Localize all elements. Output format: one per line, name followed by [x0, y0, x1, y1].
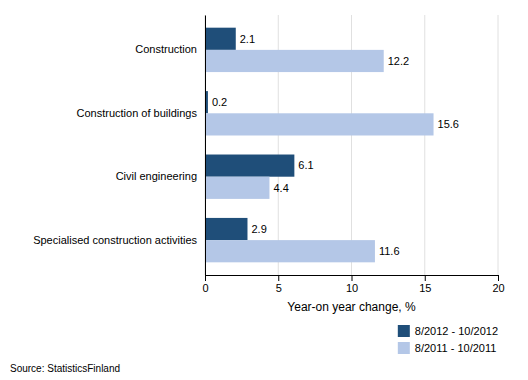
plot: 2.1 0.2 6.1 2.9 12.2 15.6 4.4 11.6 0 5 10 15 20 Const…	[33, 15, 504, 354]
data-label: 6.1	[298, 159, 313, 171]
bar	[205, 50, 384, 72]
y-tick: Specialised construction activities	[33, 234, 197, 246]
y-tick-label: Construction of buildings	[77, 107, 198, 119]
legend-item: 8/2012 - 10/2012	[398, 325, 498, 337]
source-note: Source: StatisticsFinland	[10, 363, 120, 374]
x-tick-label: 20	[492, 282, 504, 294]
y-tick-label: Construction	[135, 43, 197, 55]
x-axis-line	[206, 276, 499, 282]
grid	[205, 15, 498, 275]
x-tick: 5	[276, 275, 282, 294]
y-axis: Construction Construction of buildings Civ…	[33, 16, 205, 276]
x-tick: 20	[492, 275, 504, 294]
bar	[205, 155, 294, 177]
data-label: 2.9	[251, 223, 266, 235]
bar	[205, 177, 269, 199]
x-tick: 15	[419, 275, 431, 294]
data-label: 4.4	[273, 182, 288, 194]
chart: 2.1 0.2 6.1 2.9 12.2 15.6 4.4 11.6 0 5 10 15 20 Const…	[0, 0, 528, 380]
y-axis-line	[205, 16, 206, 276]
legend-swatch	[398, 342, 410, 354]
x-tick-mark	[425, 275, 426, 281]
bars	[205, 28, 434, 263]
x-tick-label: 5	[276, 282, 282, 294]
data-label: 12.2	[388, 55, 409, 67]
data-label: 15.6	[438, 118, 459, 130]
grid-line	[498, 15, 499, 275]
x-tick: 0	[202, 275, 208, 294]
legend: 8/2012 - 10/2012 8/2011 - 10/2011	[398, 325, 498, 354]
x-tick: 10	[346, 275, 358, 294]
y-tick-label: Civil engineering	[116, 170, 197, 182]
x-tick-label: 15	[419, 282, 431, 294]
legend-item: 8/2011 - 10/2011	[398, 342, 497, 354]
y-tick-label: Specialised construction activities	[33, 234, 197, 246]
y-tick: Construction of buildings	[77, 107, 198, 119]
x-tick-mark	[352, 275, 353, 281]
grid-line	[424, 15, 425, 275]
x-tick-label: 0	[202, 282, 208, 294]
bar	[205, 28, 236, 50]
bar	[205, 240, 375, 262]
data-label: 0.2	[212, 96, 227, 108]
data-labels: 2.1 0.2 6.1 2.9 12.2 15.6 4.4 11.6	[212, 33, 459, 257]
data-label: 11.6	[379, 245, 400, 257]
series	[205, 50, 434, 262]
y-tick: Civil engineering	[116, 170, 197, 182]
bar	[205, 113, 434, 135]
x-axis: 0 5 10 15 20	[202, 275, 504, 294]
y-tick: Construction	[135, 43, 197, 55]
data-label: 2.1	[240, 33, 255, 45]
x-axis-title: Year-on year change, %	[287, 300, 416, 314]
x-tick-mark	[498, 275, 499, 281]
bar	[205, 218, 247, 240]
grid-line	[205, 15, 206, 275]
legend-label: 8/2011 - 10/2011	[415, 342, 497, 354]
x-tick-mark	[205, 275, 206, 281]
x-tick-label: 10	[346, 282, 358, 294]
legend-label: 8/2012 - 10/2012	[415, 325, 498, 337]
x-tick-mark	[278, 275, 279, 281]
legend-swatch	[398, 325, 410, 337]
